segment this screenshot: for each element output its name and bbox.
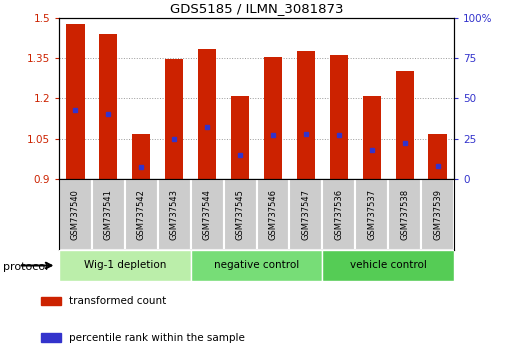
Text: GSM737536: GSM737536 <box>334 189 343 240</box>
Bar <box>41 333 61 342</box>
Bar <box>224 179 256 250</box>
Text: GSM737543: GSM737543 <box>170 189 179 240</box>
Text: GSM737542: GSM737542 <box>137 189 146 240</box>
Text: negative control: negative control <box>214 261 299 270</box>
Bar <box>191 250 322 281</box>
Bar <box>165 59 183 179</box>
Bar <box>66 24 85 179</box>
Bar <box>322 179 355 250</box>
Bar <box>158 179 191 250</box>
Bar <box>132 135 150 179</box>
Bar <box>297 51 315 179</box>
Bar <box>100 34 117 179</box>
Text: vehicle control: vehicle control <box>350 261 427 270</box>
Text: percentile rank within the sample: percentile rank within the sample <box>69 333 245 343</box>
Bar <box>396 72 413 179</box>
Title: GDS5185 / ILMN_3081873: GDS5185 / ILMN_3081873 <box>170 2 343 15</box>
Text: GSM737545: GSM737545 <box>235 189 245 240</box>
Bar <box>388 179 421 250</box>
Text: GSM737547: GSM737547 <box>301 189 310 240</box>
Bar <box>256 179 289 250</box>
Text: GSM737544: GSM737544 <box>203 189 212 240</box>
Bar <box>355 179 388 250</box>
Bar <box>191 179 224 250</box>
Text: transformed count: transformed count <box>69 296 166 306</box>
Text: GSM737546: GSM737546 <box>268 189 278 240</box>
Bar <box>125 179 158 250</box>
Bar <box>231 96 249 179</box>
Bar <box>330 55 348 179</box>
Bar <box>363 96 381 179</box>
Text: GSM737540: GSM737540 <box>71 189 80 240</box>
Bar <box>59 179 92 250</box>
Text: GSM737539: GSM737539 <box>433 189 442 240</box>
Bar <box>59 250 191 281</box>
Bar <box>92 179 125 250</box>
Bar <box>198 48 216 179</box>
Bar <box>421 179 454 250</box>
Bar <box>322 250 454 281</box>
Text: GSM737541: GSM737541 <box>104 189 113 240</box>
Text: GSM737537: GSM737537 <box>367 189 376 240</box>
Text: GSM737538: GSM737538 <box>400 189 409 240</box>
Text: protocol: protocol <box>3 262 48 272</box>
Text: Wig-1 depletion: Wig-1 depletion <box>84 261 166 270</box>
Bar <box>428 135 447 179</box>
Bar <box>289 179 322 250</box>
Bar <box>264 57 282 179</box>
Bar <box>41 297 61 305</box>
